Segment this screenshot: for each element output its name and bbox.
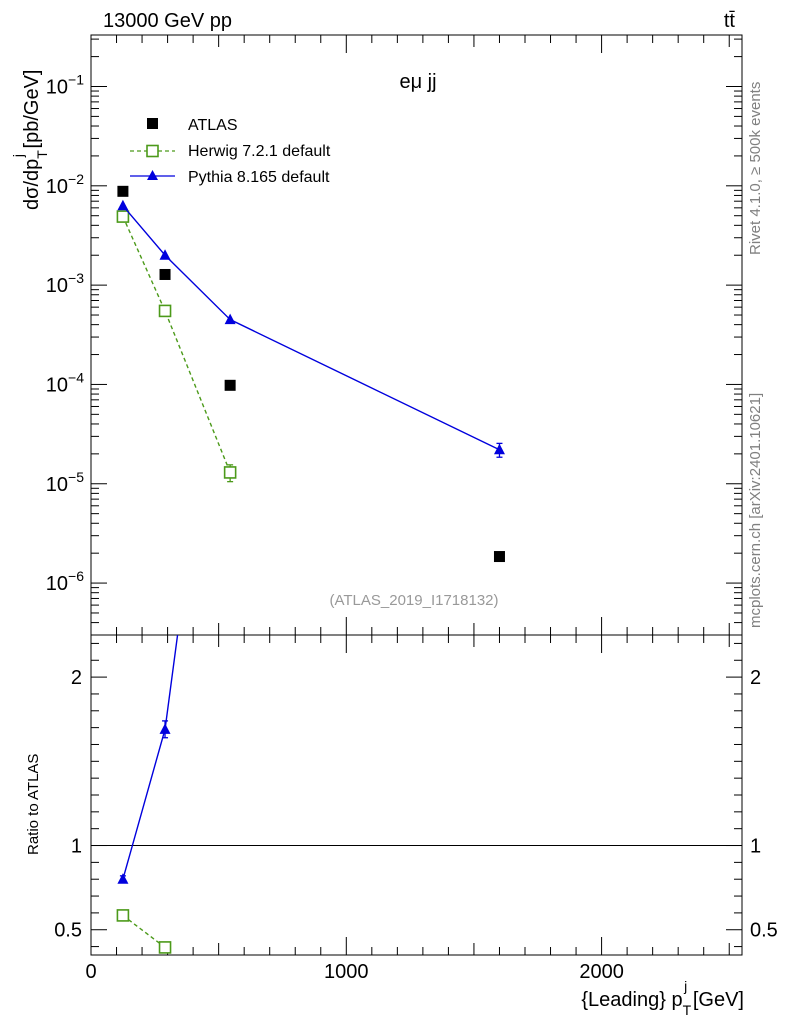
y-tick-label: 10−6 [46,568,84,595]
y-tick-base: 10 [46,374,68,396]
main-line-herwig [122,216,231,473]
analysis-label: (ATLAS_2019_I1718132) [329,592,498,609]
y-tick-base: 10 [46,275,68,297]
y-tick-exponent: −1 [68,71,84,87]
legend-marker-atlas [147,118,158,129]
main-point-herwig [223,466,237,479]
ratio-y-tick-label-left: 2 [71,667,82,689]
legend-label-herwig: Herwig 7.2.1 default [188,143,331,160]
main-point-atlas [493,551,505,563]
rivet-version-label: Rivet 4.1.0, ≥ 500k events [747,82,764,255]
x-axis-title: {Leading} pTj [GeV] [581,978,744,1018]
y-tick-label: 10−2 [46,171,84,198]
main-point-atlas [159,268,171,280]
legend-label-atlas: ATLAS [188,117,238,134]
ratio-y-tick-label-right: 1 [750,836,761,858]
main-y-axis-title: dσ/dpTj [pb/GeV] [10,70,50,210]
x-tick-label: 1000 [324,961,369,983]
y-title-sub: T [34,150,50,159]
x-title-part-b: [GeV] [687,989,744,1011]
ratio-y-tick-label-right: 2 [750,667,761,689]
main-point-pythia [224,313,236,325]
ratio-y-tick-label-left: 0.5 [54,920,82,942]
x-tick-label: 0 [85,961,96,983]
main-x-axis [90,35,730,635]
y-tick-label: 10−4 [46,369,84,396]
main-point-pythia [117,199,129,211]
y-tick-exponent: −3 [68,270,84,286]
y-tick-exponent: −4 [68,369,84,385]
main-line-pythia [122,205,500,451]
ratio-y-tick-label-right: 0.5 [750,920,778,942]
energy-label: 13000 GeV pp [103,10,232,32]
ratio-point-herwig [158,941,172,954]
main-series-group [116,185,505,563]
ratio-panel-frame [90,634,743,956]
main-point-herwig [158,304,172,318]
y-tick-label: 10−3 [46,270,84,297]
x-tick-label: 2000 [579,961,624,983]
y-title-part-a: dσ/dp [21,159,43,210]
y-title-sup: j [10,154,26,158]
main-point-atlas [117,185,129,197]
y-title-part-b: [pb/GeV] [21,70,43,155]
main-y-axis: 10−610−510−410−310−210−1 [46,38,742,636]
y-tick-base: 10 [46,176,68,198]
channel-annotation: eμ jj [399,71,436,93]
legend: ATLAS Herwig 7.2.1 default Pythia 8.165 … [130,117,331,186]
mcplots-label: mcplots.cern.ch [arXiv:2401.10621] [747,393,764,628]
x-title-sub: T [683,1002,692,1018]
ratio-x-axis: 0 1000 2000 [85,635,730,983]
ratio-point-pythia [117,873,129,884]
ratio-line-pythia [122,635,179,880]
main-point-pythia [493,443,505,455]
ratio-y-axis-title: Ratio to ATLAS [25,754,42,855]
y-tick-base: 10 [46,573,68,595]
process-label: tt̄ [724,10,736,32]
x-title-sup: j [683,978,687,994]
ratio-y-tick-label-left: 1 [71,836,82,858]
y-tick-exponent: −5 [68,469,84,485]
y-tick-exponent: −6 [68,568,84,584]
y-tick-base: 10 [46,474,68,496]
ratio-series-group [116,635,179,954]
legend-marker-herwig [146,144,159,158]
main-point-pythia [159,249,171,260]
ratio-y-axis: 0.5 0.5 1 1 2 2 [54,642,778,948]
legend-marker-pythia [147,170,158,180]
main-point-herwig [116,210,130,223]
legend-label-pythia: Pythia 8.165 default [188,169,330,186]
y-tick-label: 10−5 [46,469,84,496]
ratio-line-herwig [122,914,166,948]
y-tick-base: 10 [46,76,68,98]
ratio-point-herwig [116,909,130,922]
y-tick-exponent: −2 [68,171,84,187]
x-title-part-a: {Leading} p [581,989,682,1011]
ratio-point-pythia [159,723,171,734]
y-tick-label: 10−1 [46,71,84,98]
main-point-atlas [224,379,236,391]
